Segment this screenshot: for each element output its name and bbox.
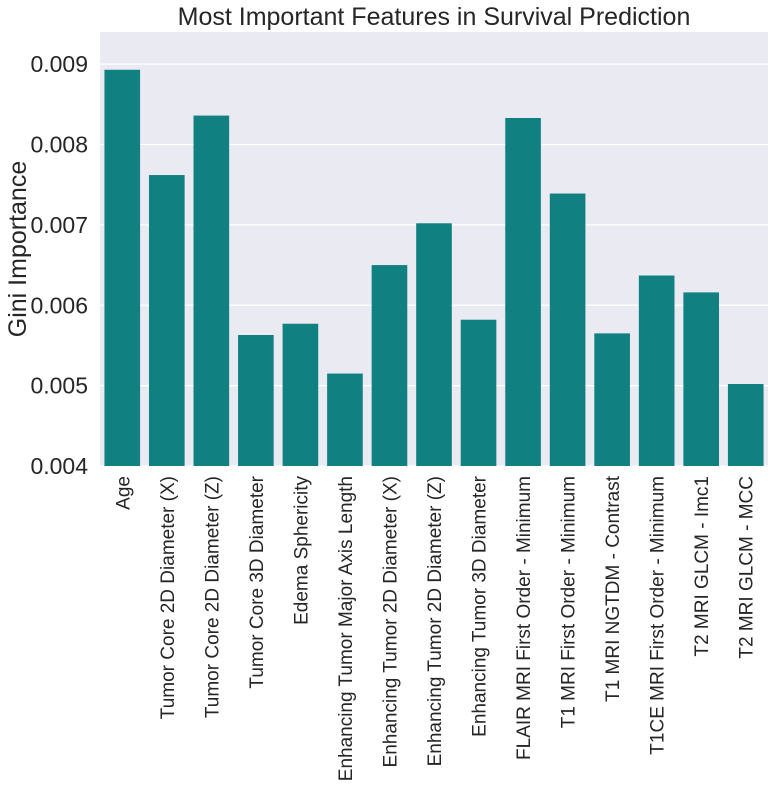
chart-title: Most Important Features in Survival Pred…	[178, 3, 691, 31]
x-tick-label: Tumor Core 2D Diameter (Z)	[202, 476, 223, 718]
x-tick-label: Tumor Core 2D Diameter (X)	[158, 476, 179, 719]
bar	[549, 193, 586, 467]
x-tick-label: T2 MRI GLCM - MCC	[737, 476, 758, 659]
y-tick-label: 0.008	[30, 132, 88, 158]
x-tick-label: T1 MRI First Order - Minimum	[559, 476, 580, 728]
x-tick-label: Enhancing Tumor 3D Diameter	[470, 475, 491, 737]
bar	[327, 373, 363, 466]
bar	[148, 175, 185, 466]
x-tick-label: T1CE MRI First Order - Minimum	[648, 476, 669, 755]
bar	[505, 117, 541, 466]
y-tick-label: 0.004	[30, 453, 88, 479]
bar	[104, 69, 141, 466]
y-tick-label: 0.006	[30, 292, 88, 318]
bar	[282, 323, 319, 466]
y-tick-label: 0.005	[30, 373, 88, 399]
y-tick-label: 0.007	[30, 212, 88, 238]
bar	[371, 265, 408, 466]
x-tick-labels: Age Tumor Core 2D Diameter (X) Tumor Core …	[113, 475, 757, 781]
x-tick-label: Enhancing Tumor 2D Diameter (Z)	[425, 476, 446, 766]
bar	[683, 292, 720, 466]
x-tick-label: T2 MRI GLCM - Imc1	[692, 476, 713, 657]
x-tick-label: FLAIR MRI First Order - Minimum	[514, 476, 535, 760]
y-axis-label: Gini Importance	[4, 161, 32, 337]
bar	[460, 319, 497, 466]
bar	[638, 275, 675, 466]
x-tick-label: Edema Sphericity	[291, 476, 312, 625]
x-tick-label: Tumor Core 3D Diameter	[247, 475, 268, 688]
bar	[193, 115, 230, 467]
y-tick-label: 0.009	[30, 51, 88, 77]
bar	[594, 333, 630, 466]
x-tick-label: Enhancing Tumor Major Axis Length	[336, 476, 357, 781]
x-tick-label: Enhancing Tumor 2D Diameter (X)	[380, 476, 401, 767]
bar	[238, 334, 274, 466]
bar	[416, 223, 452, 466]
x-tick-label: Age	[113, 476, 134, 510]
bar	[727, 384, 764, 466]
bars	[104, 69, 764, 467]
y-tick-labels: 0.004 0.005 0.006 0.007 0.008 0.009	[30, 51, 88, 479]
x-tick-label: T1 MRI NGTDM - Contrast	[603, 475, 624, 702]
